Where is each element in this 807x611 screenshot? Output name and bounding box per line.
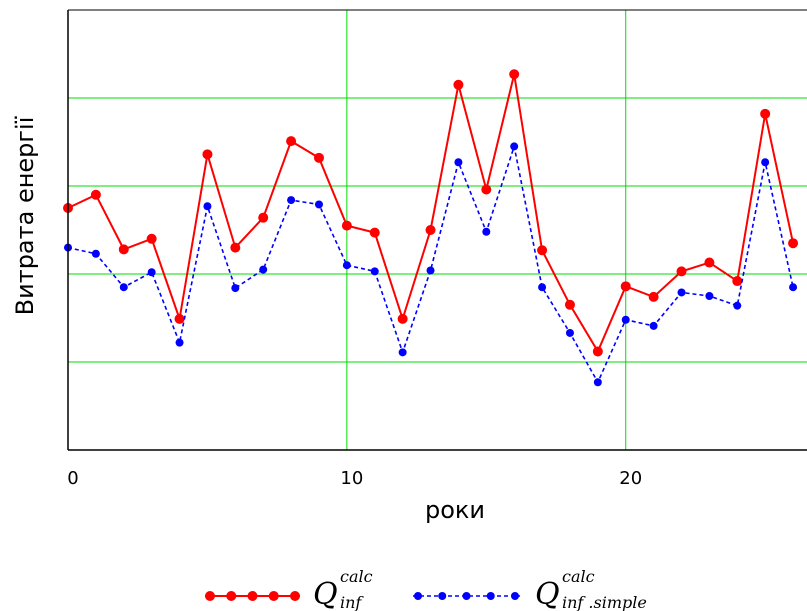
data-point — [676, 266, 687, 277]
data-point — [454, 158, 463, 167]
plot-background — [68, 10, 807, 450]
legend-superscript: calc — [562, 567, 595, 586]
data-point — [510, 142, 519, 151]
data-point — [342, 261, 351, 270]
data-point — [313, 152, 324, 163]
legend-marker — [438, 592, 447, 600]
data-point — [369, 227, 380, 238]
legend-marker — [511, 592, 519, 600]
legend-marker — [290, 591, 300, 601]
data-point — [287, 196, 296, 205]
data-point — [146, 233, 157, 244]
data-point — [789, 283, 798, 292]
x-axis-label: роки — [425, 496, 485, 524]
data-point — [760, 108, 771, 119]
x-tick-label: 20 — [619, 468, 642, 489]
data-point — [482, 227, 491, 236]
legend-subscript: inf — [340, 593, 364, 611]
data-point — [621, 315, 630, 324]
data-point — [231, 284, 240, 293]
data-point — [537, 245, 548, 256]
y-axis-label: Витрата енергії — [11, 116, 39, 315]
data-point — [761, 158, 770, 167]
data-point — [258, 212, 269, 223]
series-1 — [63, 69, 799, 357]
data-point — [565, 328, 574, 337]
data-point — [286, 136, 297, 147]
series-line — [67, 143, 794, 385]
data-point — [397, 313, 408, 324]
data-point — [203, 202, 212, 211]
data-point — [620, 281, 631, 292]
data-point — [788, 238, 799, 249]
legend-marker — [414, 592, 422, 600]
legend-marker — [226, 591, 237, 601]
legend-marker — [486, 592, 495, 600]
x-tick-label: 0 — [67, 468, 78, 489]
data-point — [341, 220, 352, 231]
data-point — [90, 189, 101, 200]
data-point — [453, 79, 464, 90]
data-point — [648, 291, 659, 302]
data-point — [314, 200, 323, 209]
data-point — [175, 338, 184, 347]
legend-marker — [462, 592, 471, 600]
data-point — [481, 184, 492, 195]
data-point — [230, 242, 241, 253]
data-point — [118, 244, 129, 255]
data-point — [259, 265, 268, 274]
legend-superscript: calc — [340, 567, 373, 586]
series-layer — [63, 69, 799, 387]
data-point — [426, 266, 435, 275]
series-2 — [64, 142, 798, 387]
data-point — [398, 348, 407, 357]
data-point — [564, 299, 575, 310]
data-point — [147, 268, 156, 277]
data-point — [202, 149, 213, 160]
data-point — [592, 346, 603, 357]
legend-marker — [205, 591, 215, 601]
data-point — [733, 301, 742, 310]
data-point — [704, 257, 715, 268]
data-point — [425, 225, 436, 235]
legend-marker — [268, 591, 279, 601]
data-point — [174, 313, 185, 324]
data-point — [732, 276, 743, 287]
data-point — [91, 249, 100, 258]
x-tick-label: 10 — [340, 468, 363, 489]
legend-subscript: inf .simple — [562, 593, 647, 611]
data-point — [370, 267, 379, 276]
legend-marker — [247, 591, 258, 601]
legend-symbol: Q — [313, 577, 338, 611]
data-point — [538, 283, 547, 292]
data-point — [705, 292, 714, 300]
data-point — [119, 283, 128, 292]
data-point — [649, 321, 658, 330]
data-point — [593, 378, 602, 387]
x-ticks: 0 10 20 — [67, 468, 642, 489]
legend-symbol: Q — [535, 577, 560, 611]
data-point — [677, 288, 686, 297]
data-point — [509, 69, 520, 80]
